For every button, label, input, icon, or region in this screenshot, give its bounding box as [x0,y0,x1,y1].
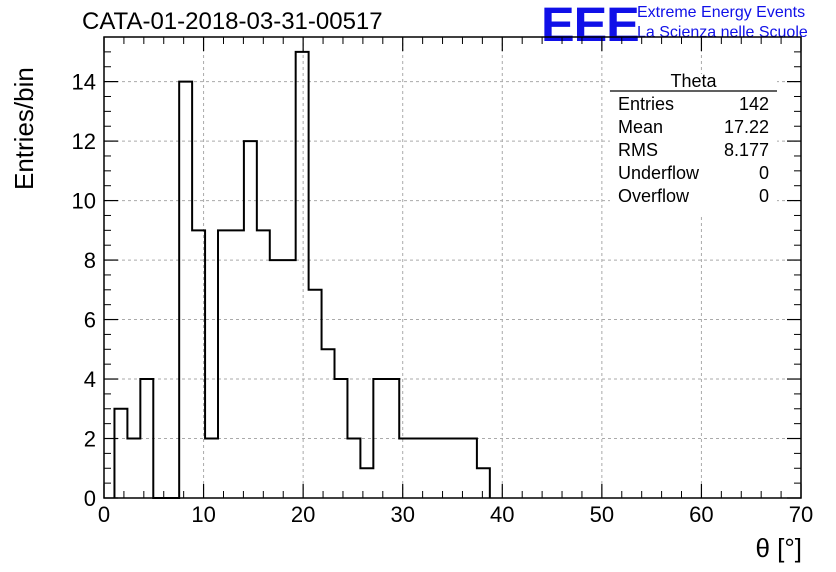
x-tick-label: 40 [490,502,514,527]
grid-lines [104,37,801,498]
eee-logo-mark: EEE [541,0,640,52]
stats-row-value: 0 [759,186,769,206]
stats-row-value: 8.177 [724,140,769,160]
tick-labels: 0 10 20 30 40 50 60 70 0 2 4 6 8 10 12 14 [72,70,814,527]
plot-frame [103,36,802,499]
x-tick-label: 70 [789,502,813,527]
stats-row-value: 17.22 [724,117,769,137]
x-tick-label: 50 [590,502,614,527]
y-tick-label: 10 [72,189,96,214]
stats-row-label: Entries [618,94,674,114]
x-axis-label: θ [°] [755,533,802,563]
stats-row-value: 0 [759,163,769,183]
x-tick-label: 10 [191,502,215,527]
chart-title: CATA-01-2018-03-31-00517 [82,8,383,35]
y-tick-label: 12 [72,129,96,154]
y-tick-label: 6 [84,308,96,333]
stats-row-label: Mean [618,117,663,137]
y-tick-label: 2 [84,427,96,452]
y-tick-label: 4 [84,367,96,392]
stats-row-value: 142 [739,94,769,114]
x-tick-label: 20 [291,502,315,527]
x-tick-label: 30 [390,502,414,527]
logo-line-1: Extreme Energy Events [637,4,806,21]
stats-row-label: Overflow [618,186,690,206]
stats-box-background [610,74,777,216]
y-tick-label: 8 [84,248,96,273]
y-tick-label: 14 [72,70,96,95]
y-tick-label: 0 [84,486,96,511]
stats-box: Theta Entries 142 Mean 17.22 RMS 8.177 Underflo… [610,71,777,216]
x-tick-label: 60 [689,502,713,527]
x-tick-label: 0 [98,502,110,527]
stats-row-label: Underflow [618,163,700,183]
stats-box-title: Theta [670,71,717,91]
stats-row-label: RMS [618,140,658,160]
histogram-step-line [113,50,491,499]
